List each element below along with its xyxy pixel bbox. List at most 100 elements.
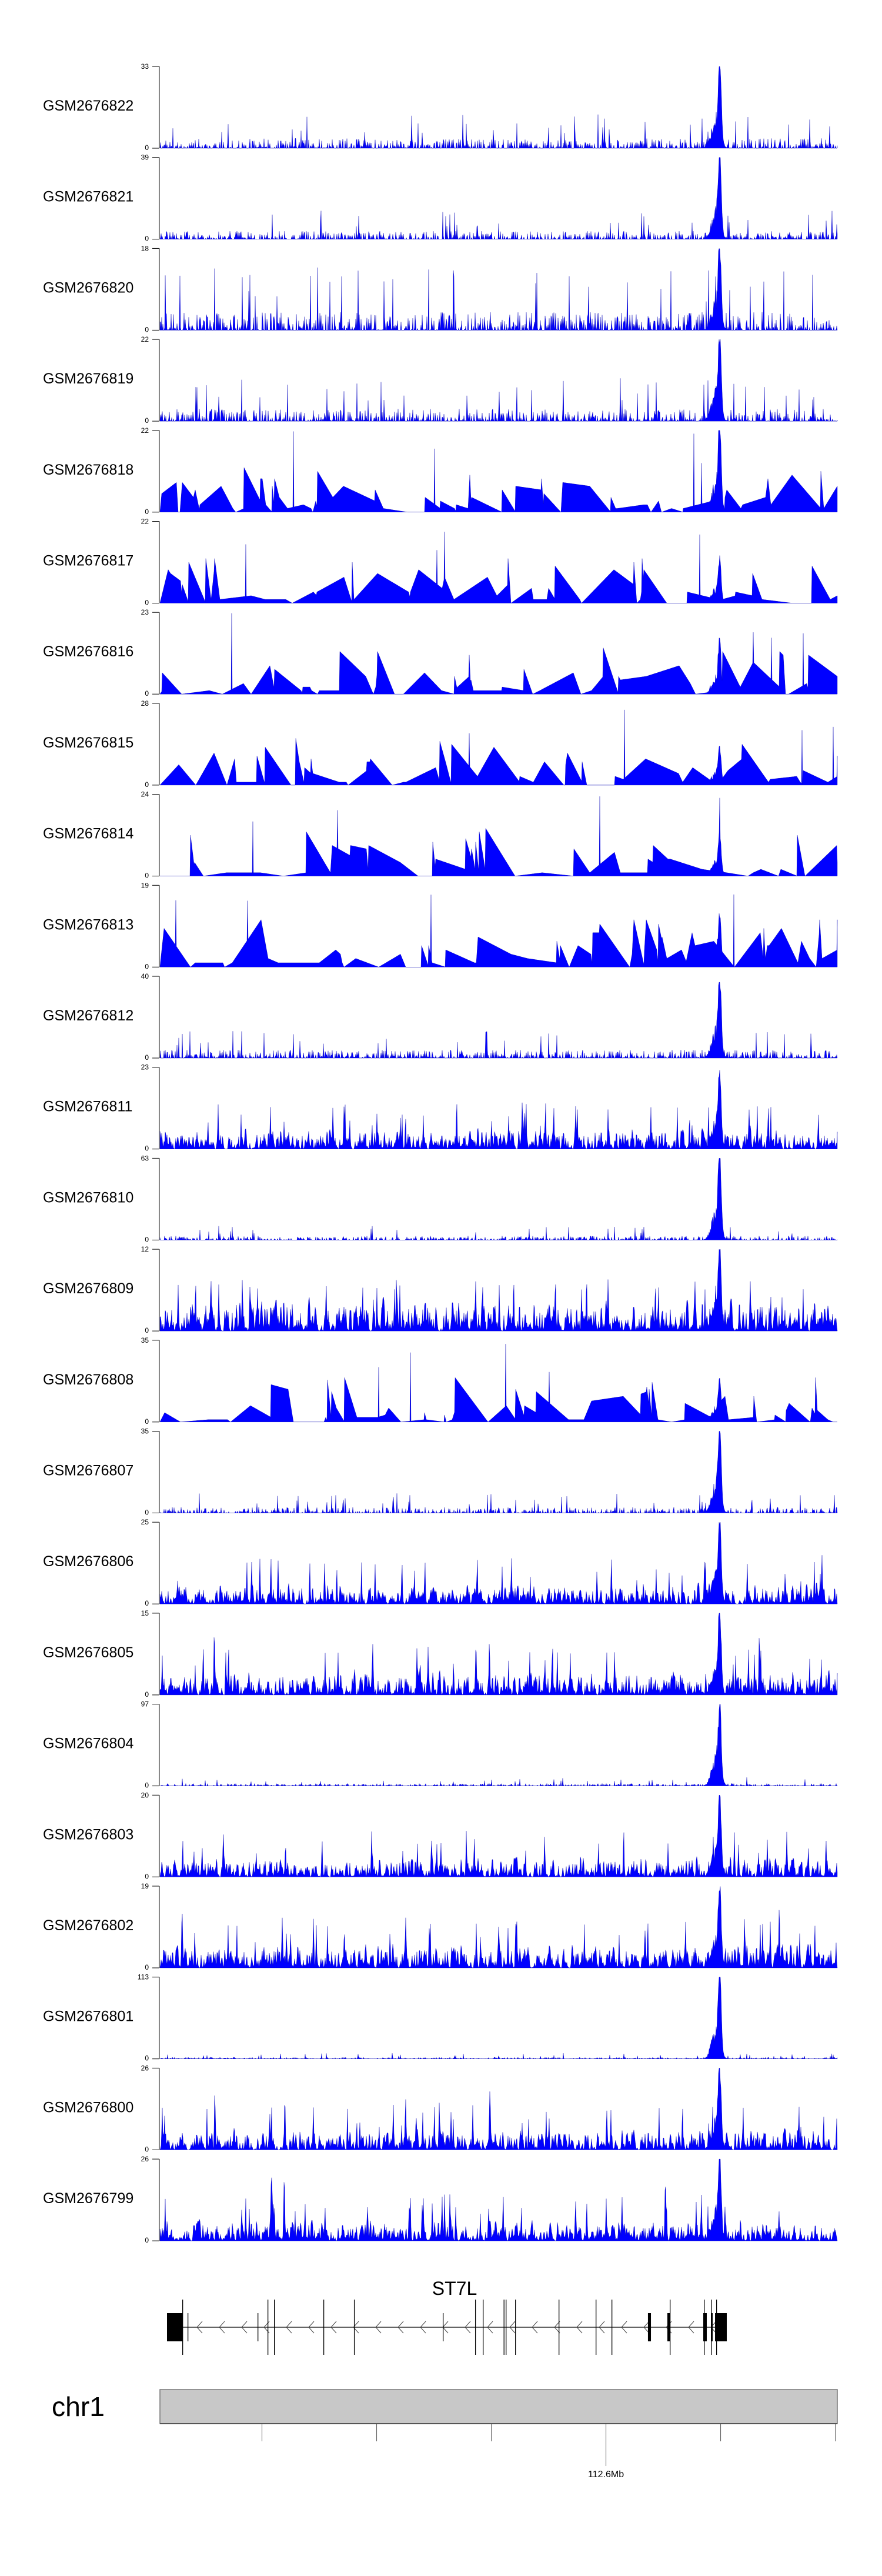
signal-area: [159, 1522, 838, 1604]
exon: [716, 2300, 717, 2355]
strand-arrow-icon: [621, 2321, 627, 2334]
y-axis-max-label: 22: [141, 426, 149, 435]
signal-track: GSM2676816 23 0: [43, 608, 838, 698]
track-label: GSM2676821: [43, 189, 133, 205]
track-label: GSM2676811: [43, 1099, 132, 1115]
track-label: GSM2676817: [43, 553, 133, 569]
gene-name-label: ST7L: [432, 2278, 477, 2299]
y-axis-min-label: 0: [145, 872, 149, 880]
y-axis-min-label: 0: [145, 325, 149, 333]
signal-track: GSM2676806 25 0: [43, 1518, 838, 1607]
track-label: GSM2676820: [43, 279, 133, 296]
strand-arrow-icon: [688, 2321, 694, 2334]
signal-area: [159, 532, 838, 603]
track-label: GSM2676805: [43, 1644, 133, 1661]
signal-area: [159, 1344, 837, 1423]
track-label: GSM2676814: [43, 826, 133, 842]
signal-area: [159, 982, 838, 1059]
chromosome-ideogram: [159, 2389, 838, 2424]
signal-area: [160, 1704, 838, 1787]
y-axis-min-label: 0: [145, 1053, 149, 1062]
signal-area: [159, 709, 838, 786]
y-axis-min-label: 0: [145, 1963, 149, 1971]
y-axis-min-label: 0: [145, 1690, 149, 1699]
strand-arrow-icon: [487, 2321, 493, 2334]
track-label: GSM2676802: [43, 1917, 133, 1934]
signal-area: [159, 1795, 838, 1877]
y-axis-max-label: 18: [141, 244, 149, 252]
signal-area: [159, 66, 838, 149]
y-axis-min-label: 0: [145, 1872, 149, 1880]
signal-area: [159, 248, 838, 331]
track-label: GSM2676810: [43, 1189, 133, 1206]
strand-arrow-icon: [219, 2321, 225, 2334]
signal-area: [159, 1249, 838, 1332]
strand-arrow-icon: [554, 2321, 560, 2334]
y-axis-max-label: 12: [141, 1245, 149, 1253]
strand-arrow-icon: [353, 2321, 359, 2334]
exon: [703, 2313, 707, 2341]
y-axis-max-label: 40: [141, 972, 149, 980]
track-label: GSM2676801: [43, 2008, 133, 2025]
strand-arrow-icon: [196, 2321, 203, 2334]
signal-track: GSM2676822 33 0: [43, 62, 838, 152]
y-axis-max-label: 25: [141, 1518, 149, 1526]
signal-area: [159, 1613, 838, 1696]
strand-arrow-icon: [643, 2321, 650, 2334]
signal-track: GSM2676819 22 0: [43, 335, 838, 425]
track-label: GSM2676822: [43, 98, 133, 114]
y-axis-max-label: 22: [141, 518, 149, 526]
y-axis-max-label: 23: [141, 1063, 149, 1072]
y-axis-max-label: 113: [138, 1973, 149, 1981]
signal-track: GSM2676804 97 0: [43, 1700, 838, 1790]
y-axis-min-label: 0: [145, 780, 149, 789]
strand-arrow-icon: [241, 2321, 248, 2334]
signal-track: GSM2676821 39 0: [43, 154, 838, 243]
track-label: GSM2676816: [43, 643, 133, 660]
signal-track: GSM2676803 20 0: [43, 1791, 838, 1880]
signal-track: GSM2676814 24 0: [43, 790, 838, 880]
y-axis-max-label: 20: [141, 1791, 149, 1799]
y-axis-min-label: 0: [145, 1326, 149, 1334]
axis-tick-label: 112.6Mb: [588, 2470, 624, 2480]
signal-track: GSM2676802 19 0: [43, 1882, 838, 1971]
y-axis-max-label: 19: [141, 881, 149, 889]
track-label: GSM2676804: [43, 1736, 133, 1752]
exon: [475, 2300, 476, 2355]
y-axis-min-label: 0: [145, 689, 149, 698]
signal-track: GSM2676800 26 0: [43, 2064, 838, 2153]
exon: [353, 2300, 355, 2355]
signal-track: GSM2676801 113 0: [43, 1973, 838, 2063]
strand-arrow-icon: [420, 2321, 426, 2334]
track-label: GSM2676808: [43, 1372, 133, 1388]
signal-area: [159, 1431, 838, 1514]
y-axis-max-label: 97: [141, 1700, 149, 1709]
strand-arrow-icon: [599, 2321, 605, 2334]
track-label: GSM2676803: [43, 1826, 133, 1843]
signal-track: GSM2676818 22 0: [43, 426, 838, 516]
exon: [274, 2300, 275, 2355]
track-label: GSM2676818: [43, 462, 133, 478]
gene-track: ST7L: [166, 2278, 727, 2355]
signal-area: [159, 2158, 838, 2241]
y-axis-min-label: 0: [145, 235, 149, 243]
y-axis-max-label: 24: [141, 790, 149, 799]
signal-track: GSM2676808 35 0: [43, 1336, 837, 1426]
signal-track: GSM2676812 40 0: [43, 972, 838, 1062]
y-axis-min-label: 0: [145, 599, 149, 607]
y-axis-min-label: 0: [145, 2054, 149, 2063]
track-label: GSM2676809: [43, 1280, 133, 1297]
track-label: GSM2676807: [43, 1463, 133, 1479]
strand-arrow-icon: [532, 2321, 538, 2334]
signal-area: [159, 157, 838, 240]
strand-arrow-icon: [375, 2321, 382, 2334]
strand-arrow-icon: [465, 2321, 471, 2334]
y-axis-max-label: 35: [141, 1336, 149, 1344]
signal-track: GSM2676809 12 0: [43, 1245, 838, 1334]
y-axis-max-label: 63: [141, 1154, 149, 1162]
track-label: GSM2676819: [43, 371, 133, 387]
chromosome-label: chr1: [52, 2391, 105, 2422]
exon: [711, 2313, 713, 2341]
exon: [503, 2300, 505, 2355]
